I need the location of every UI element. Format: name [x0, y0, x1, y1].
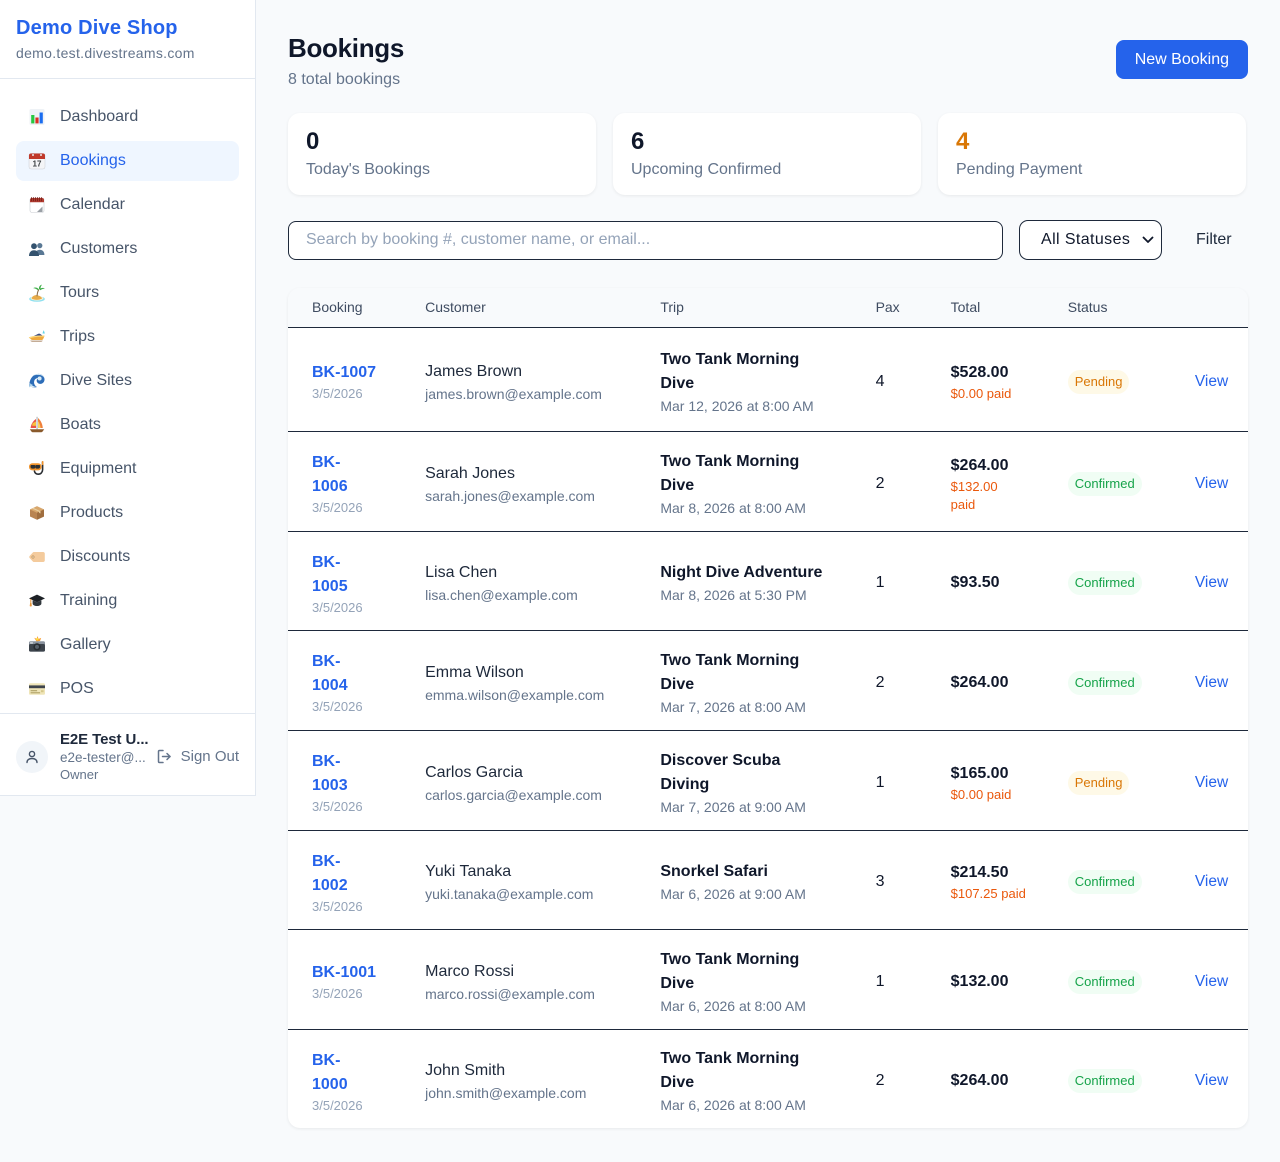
svg-text:17: 17: [33, 160, 42, 169]
